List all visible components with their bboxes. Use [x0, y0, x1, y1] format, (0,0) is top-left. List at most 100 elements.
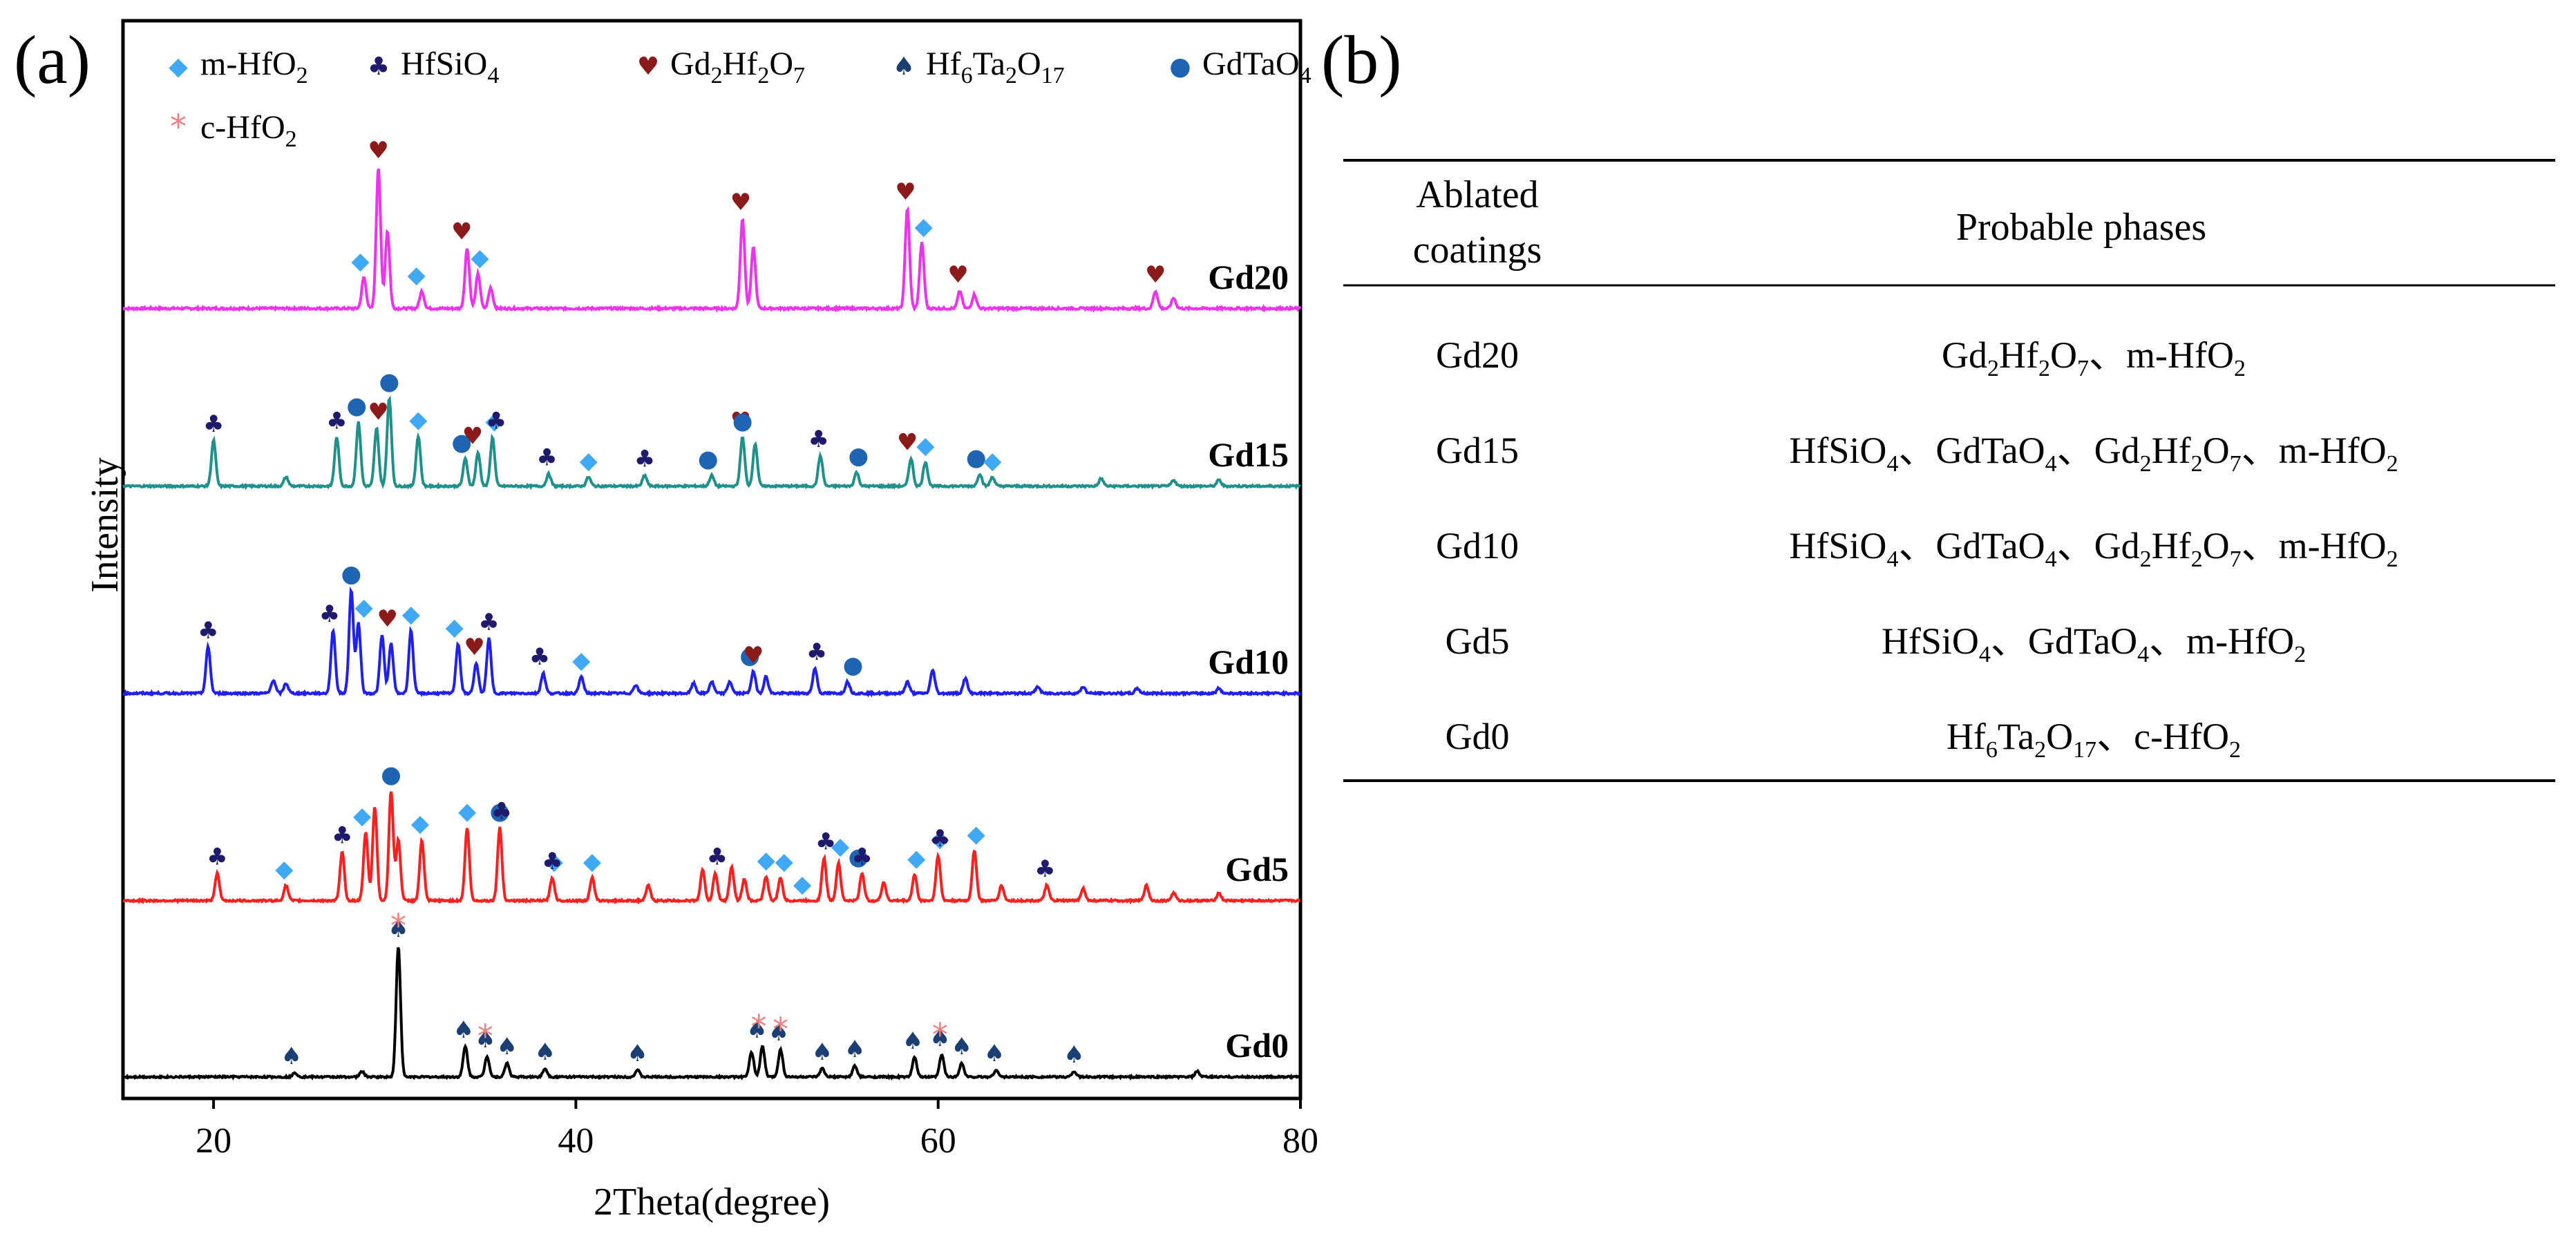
spade-icon: ♠	[746, 1016, 767, 1044]
asterisk-icon: *	[773, 1011, 788, 1048]
panel-label-a: (a)	[14, 21, 91, 98]
xrd-plot: ◆ m-HfO2​ ♣ HfSiO4​ ♥ Gd2​Hf2​O7​ ♠ Hf6​Ta2​O17…	[84, 19, 1318, 1224]
series-label-gd0: Gd0	[1225, 1026, 1289, 1065]
circle-icon: ●	[849, 442, 869, 470]
x-axis-label: 2Theta(degree)	[594, 1181, 830, 1224]
club-icon: ♣	[529, 643, 550, 671]
diamond-icon: ◆	[775, 848, 794, 875]
x-tick-label: 40	[558, 1121, 594, 1161]
x-tick-label: 20	[196, 1121, 231, 1161]
heart-icon: ♥	[743, 642, 764, 669]
diamond-icon: ◆	[967, 820, 986, 848]
club-icon: ♣	[542, 848, 562, 875]
table-row: Gd15 HfSiO4​、GdTaO4​、Gd2​Hf2​O7​、m-HfO2​	[1436, 430, 2398, 477]
legend-item-gd2hf2o7: ♥ Gd2​Hf2​O7​	[637, 46, 805, 88]
x-tick-label: 60	[920, 1121, 956, 1161]
heart-icon: ♥	[368, 398, 388, 426]
series-group: Gd20 Gd15 Gd10 Gd5 Gd0	[122, 168, 1302, 1081]
club-icon: ♣	[808, 426, 828, 453]
heart-icon: ♥	[730, 189, 751, 216]
circle-icon: ●	[379, 368, 400, 395]
heart-icon: ♥	[1145, 261, 1166, 289]
spade-icon: ♠	[627, 1040, 647, 1067]
spade-icon: ♠	[812, 1038, 833, 1066]
series-line-gd5	[122, 791, 1301, 905]
asterisk-icon: *	[170, 108, 187, 146]
cell-phases: Hf6​Ta2​O17​、c-HfO2​	[1947, 716, 2241, 763]
club-icon: ♣	[207, 843, 227, 870]
diamond-icon: ◆	[446, 613, 464, 641]
diamond-icon: ◆	[915, 213, 934, 240]
circle-icon: ●	[843, 651, 864, 679]
legend-item-hfsio4: ♣ HfSiO4​	[368, 46, 499, 88]
diamond-icon: ◆	[351, 247, 370, 275]
spade-icon: ♠	[497, 1033, 518, 1060]
circle-icon: ●	[849, 843, 869, 870]
diamond-icon: ◆	[408, 261, 426, 289]
diamond-icon: ◆	[485, 408, 504, 435]
legend: ◆ m-HfO2​ ♣ HfSiO4​ ♥ Gd2​Hf2​O7​ ♠ Hf6​Ta2​O17…	[169, 46, 1311, 152]
phase-table: Ablated coatings Probable phases Gd20 Gd2…	[1343, 159, 2555, 782]
diamond-icon: ◆	[169, 53, 188, 81]
series-line-gd10	[122, 586, 1302, 698]
spade-icon: ♠	[902, 1027, 923, 1055]
diamond-icon: ◆	[916, 432, 935, 459]
club-icon: ♣	[815, 828, 836, 855]
club-icon: ♣	[806, 638, 827, 666]
asterisk-icon: *	[932, 1016, 948, 1054]
club-icon: ♣	[536, 444, 557, 471]
legend-item-gdtao4: ● GdTaO4​	[1169, 46, 1311, 88]
diamond-icon: ◆	[983, 447, 1002, 475]
club-icon: ♣	[851, 843, 872, 870]
cell-phases: HfSiO4​、GdTaO4​、Gd2​Hf2​O7​、m-HfO2​	[1789, 525, 2398, 572]
cell-phases: HfSiO4​、GdTaO4​、Gd2​Hf2​O7​、m-HfO2​	[1789, 430, 2398, 477]
spade-icon: ♠	[388, 915, 408, 943]
circle-icon: ●	[341, 560, 361, 588]
heart-icon: ♥	[464, 634, 484, 661]
club-icon: ♣	[1034, 855, 1055, 883]
heart-icon: ♥	[730, 408, 751, 435]
heart-icon: ♥	[368, 137, 388, 164]
asterisk-icon: *	[751, 1008, 767, 1045]
diamond-icon: ◆	[409, 406, 428, 433]
circle-icon: ●	[739, 642, 760, 669]
diamond-icon: ◆	[572, 647, 591, 674]
diamond-icon: ◆	[831, 832, 850, 860]
legend-label: GdTaO4​	[1202, 46, 1311, 88]
circle-icon: ●	[346, 392, 367, 420]
club-icon: ♣	[478, 609, 499, 636]
heart-icon: ♥	[897, 428, 918, 456]
heart-icon: ♥	[462, 423, 483, 450]
legend-label: HfSiO4​	[401, 46, 499, 88]
club-icon: ♣	[491, 797, 512, 825]
cell-phases: Gd2​Hf2​O7​、m-HfO2​	[1942, 334, 2246, 381]
diamond-icon: ◆	[907, 845, 926, 873]
club-icon: ♣	[929, 825, 950, 853]
series-label-gd5: Gd5	[1225, 850, 1289, 888]
circle-icon: ●	[489, 797, 510, 825]
table-rows: Gd20 Gd2​Hf2​O7​、m-HfO2​ Gd15 HfSiO4​、GdTaO…	[1436, 334, 2398, 763]
circle-icon: ●	[451, 428, 472, 456]
heart-icon: ♥	[947, 261, 968, 289]
phase-markers: ◆♥◆♥◆♥ ♥◆♥ ♥♣ ♣● ♥●◆●♥◆♣♣ ◆ ♣ ●♥●♣● ♥◆ ●◆♣♣●◆ ♥ ◆ ◆♥…	[198, 137, 1166, 1070]
cell-phases: HfSiO4​、GdTaO4​、m-HfO2​	[1882, 620, 2306, 667]
legend-label: c-HfO2​	[200, 109, 297, 152]
club-icon: ♣	[707, 843, 728, 870]
diamond-icon: ◆	[583, 848, 602, 875]
x-tick-label: 80	[1282, 1121, 1318, 1161]
club-icon: ♣	[634, 446, 655, 473]
asterisk-icon: *	[477, 1018, 493, 1055]
circle-icon: ●	[698, 446, 719, 473]
legend-item-c-hfo2: * c-HfO2​	[170, 108, 297, 152]
table-row: Gd0 Hf6​Ta2​O17​、c-HfO2​	[1446, 716, 2242, 763]
circle-icon: ●	[966, 444, 987, 471]
series-label-gd15: Gd15	[1208, 435, 1289, 474]
spade-icon: ♠	[768, 1019, 789, 1047]
cell-coating: Gd15	[1436, 430, 1519, 471]
diamond-icon: ◆	[793, 870, 812, 898]
header-phases: Probable phases	[1956, 206, 2206, 249]
spade-icon: ♠	[951, 1033, 972, 1060]
cell-coating: Gd0	[1446, 716, 1510, 757]
club-icon: ♣	[332, 822, 352, 850]
circle-icon: ●	[381, 761, 401, 789]
